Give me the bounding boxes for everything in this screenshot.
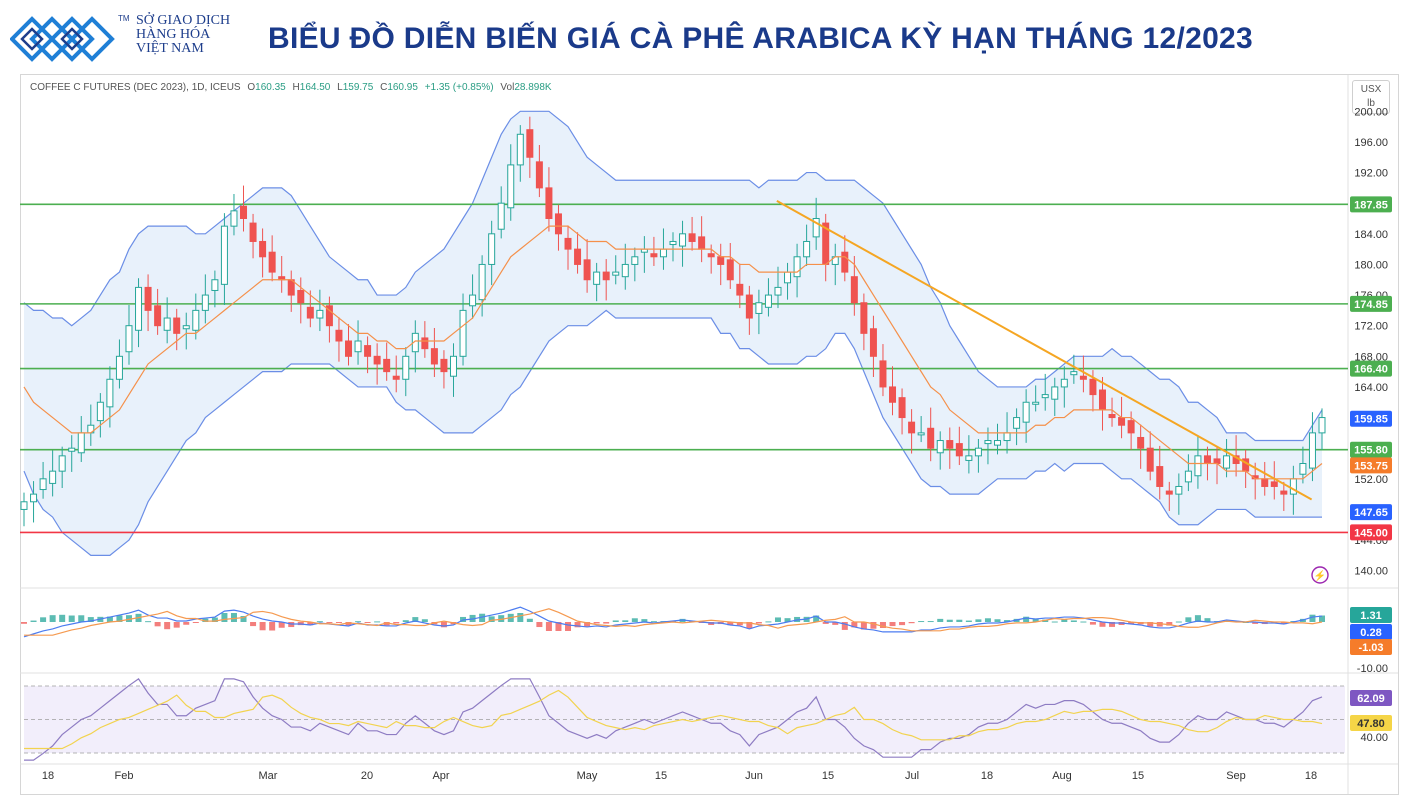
high-label: H164.50 [292, 82, 331, 93]
close-label: C160.95 [380, 82, 418, 93]
logo-line-3: VIỆT NAM [136, 41, 204, 56]
logo-line-1: SỞ GIAO DỊCH [136, 13, 231, 28]
symbol-label: COFFEE C FUTURES (DEC 2023), 1D, ICEUS [30, 82, 241, 93]
symbol-info: COFFEE C FUTURES (DEC 2023), 1D, ICEUS O… [30, 82, 556, 93]
unit-line-2: lb [1367, 98, 1375, 109]
header: TM SỞ GIAO DỊCH HÀNG HÓA VIỆT NAM BIỂU Đ… [0, 0, 1406, 72]
low-label: L159.75 [337, 82, 374, 93]
logo-trademark: TM [118, 14, 130, 23]
unit-selector[interactable]: USX lb [1352, 80, 1390, 114]
chart-frame [20, 74, 1399, 795]
open-label: O160.35 [247, 82, 286, 93]
unit-line-1: USX [1360, 84, 1382, 95]
change-label: +1.35 (+0.85%) [424, 82, 494, 93]
volume-label: Vol28.898K [500, 82, 552, 93]
logo-line-2: HÀNG HÓA [136, 27, 211, 42]
page-title: BIỂU ĐỒ DIỄN BIẾN GIÁ CÀ PHÊ ARABICA KỲ … [268, 22, 1254, 55]
logo-icon [10, 16, 115, 62]
logo-text: SỞ GIAO DỊCH HÀNG HÓA VIỆT NAM [136, 14, 230, 56]
